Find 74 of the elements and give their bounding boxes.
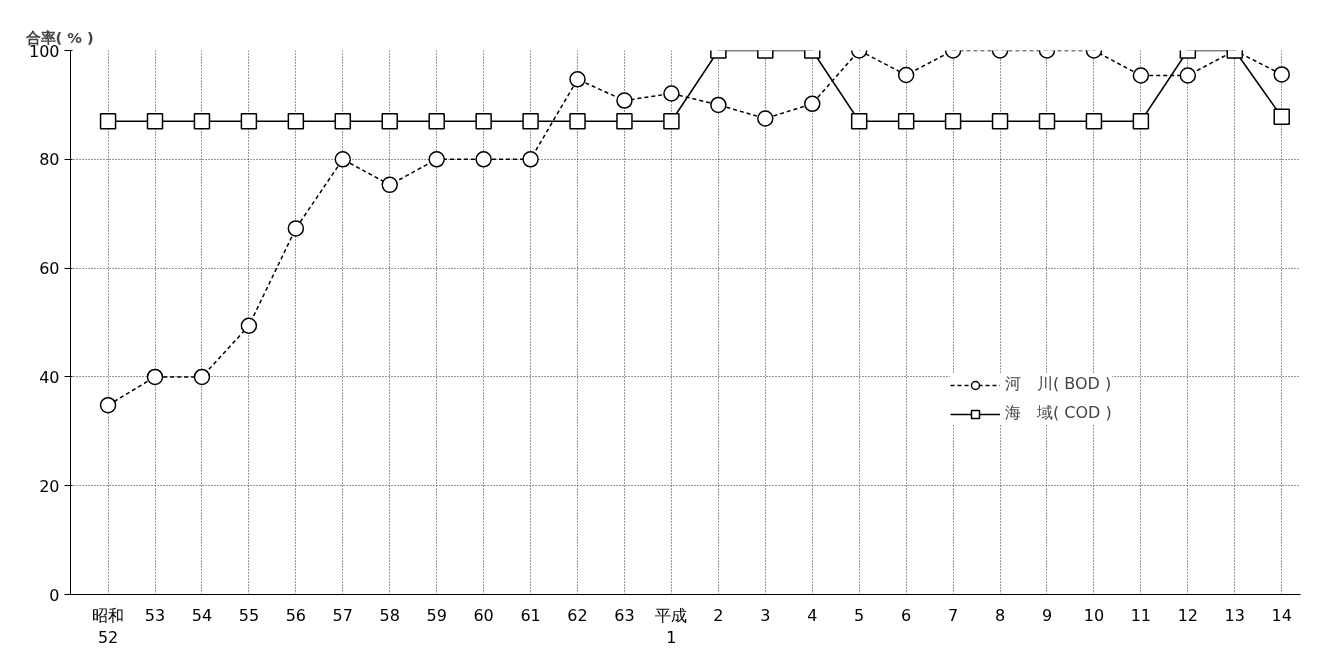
- x-tick-label: 57: [332, 605, 353, 625]
- point: [569, 71, 586, 88]
- point: [475, 151, 492, 168]
- x-tick-label: 9: [1041, 605, 1053, 625]
- x-tick-label: 59: [426, 605, 447, 625]
- point: [1179, 67, 1197, 84]
- legend-label: 海 域( COD ): [1005, 403, 1112, 424]
- point: [616, 92, 633, 109]
- point: [193, 368, 211, 386]
- x-tick-label: 8: [994, 605, 1006, 625]
- x-tick-label: 60: [473, 605, 494, 625]
- point: [804, 95, 821, 113]
- y-tick-label: 80: [39, 150, 60, 170]
- point: [850, 112, 868, 130]
- x-tick-label: 13: [1224, 605, 1245, 625]
- point: [146, 112, 164, 130]
- point: [287, 220, 305, 237]
- point: [663, 85, 680, 102]
- x-tick-label: 11: [1130, 605, 1152, 625]
- point: [240, 112, 258, 130]
- y-tick-label: 60: [39, 259, 60, 279]
- x-tick-label: 54: [191, 605, 213, 625]
- point: [428, 151, 445, 168]
- point: [287, 112, 305, 130]
- x-tick-label: 7: [948, 605, 959, 625]
- x-tick-label: 61: [520, 605, 541, 625]
- point: [1273, 108, 1290, 126]
- point: [710, 96, 727, 114]
- x-tick-label: 3: [760, 605, 771, 625]
- point: [616, 112, 633, 130]
- point: [663, 112, 680, 130]
- point: [99, 396, 117, 414]
- x-tick-label: 55: [238, 605, 260, 625]
- point: [1038, 112, 1056, 130]
- x-tick-label: 5: [854, 605, 865, 625]
- x-tick-label: 2: [713, 605, 724, 625]
- y-tick-label: 0: [49, 585, 60, 605]
- y-tick-label: 20: [39, 476, 60, 496]
- point: [897, 66, 915, 84]
- point: [522, 112, 539, 130]
- point: [1132, 67, 1150, 84]
- point: [757, 110, 774, 127]
- x-tick-label: 平成 1: [655, 605, 688, 648]
- legend-label: 河 川( BOD ): [1005, 374, 1112, 395]
- y-tick-label: 40: [39, 367, 60, 387]
- x-tick-label: 58: [379, 605, 400, 625]
- x-tick-label: 昭和 52: [92, 605, 125, 648]
- point: [99, 112, 117, 130]
- point: [1132, 112, 1150, 130]
- point: [944, 112, 962, 130]
- x-tick-label: 63: [614, 605, 635, 625]
- x-tick-label: 4: [807, 605, 818, 625]
- point: [428, 112, 445, 130]
- point: [1085, 112, 1103, 130]
- point: [569, 112, 586, 130]
- point: [475, 112, 492, 130]
- x-tick-label: 12: [1177, 605, 1199, 625]
- x-tick-label: 10: [1083, 605, 1105, 625]
- point: [146, 368, 164, 386]
- point: [991, 112, 1009, 130]
- x-tick-label: 62: [567, 605, 588, 625]
- point: [1273, 66, 1290, 83]
- point: [193, 112, 211, 130]
- point: [897, 112, 915, 130]
- point: [334, 112, 352, 130]
- x-tick-label: 6: [901, 605, 912, 625]
- point: [381, 176, 398, 194]
- x-tick-label: 14: [1271, 605, 1292, 625]
- x-tick-label: 56: [285, 605, 307, 625]
- point: [334, 151, 352, 168]
- point: [381, 112, 398, 130]
- point: [240, 317, 258, 334]
- x-tick-label: 53: [144, 605, 166, 625]
- point: [522, 151, 539, 168]
